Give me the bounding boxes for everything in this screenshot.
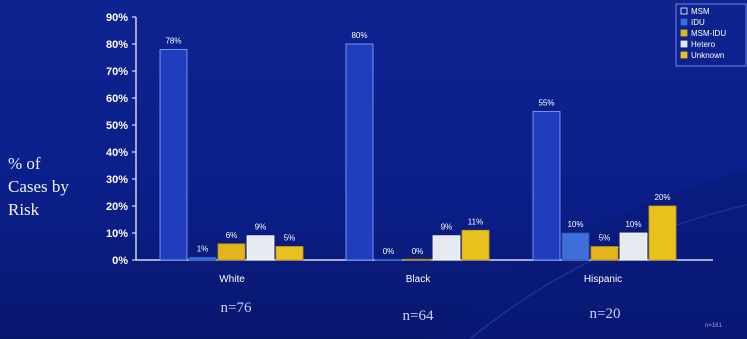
- y-tick-label: 80%: [106, 39, 128, 51]
- y-tick-label: 20%: [106, 201, 128, 213]
- x-category-label: Black: [406, 274, 431, 285]
- bar-black-msm-idu: [403, 258, 432, 261]
- y-tick-label: 0%: [112, 255, 128, 267]
- legend-entry: Hetero: [691, 40, 716, 49]
- bar-white-hetero: [246, 235, 275, 261]
- data-label: 0%: [383, 247, 395, 256]
- data-label: 1%: [197, 244, 209, 253]
- legend-entry: IDU: [691, 18, 705, 27]
- y-tick-label: 50%: [106, 120, 128, 132]
- x-category-label: Hispanic: [584, 274, 622, 285]
- data-label: 80%: [351, 31, 367, 40]
- x-axis: White n=76 Black n=64 Hispanic n=20: [219, 274, 622, 324]
- bar-hispanic-hetero: [619, 232, 648, 261]
- bar-white-unknown: [275, 246, 304, 261]
- data-label: 55%: [538, 99, 554, 108]
- bar-hispanic-msm-idu: [590, 246, 619, 261]
- y-axis: 0% 10% 20% 30% 40% 50% 60% 70% 80% 90%: [106, 12, 713, 267]
- legend-swatch: [680, 40, 688, 48]
- data-label: 78%: [165, 36, 181, 45]
- legend-swatch: [680, 29, 688, 37]
- bar-black-hetero: [432, 235, 461, 261]
- y-tick-label: 90%: [106, 12, 128, 24]
- plot-area: 78% 1% 6% 9% 5% 80% 0% 0% 9% 11% 55% 10% 5% 10% 20%: [159, 31, 677, 261]
- data-label: 9%: [255, 223, 267, 232]
- data-label: 5%: [284, 234, 296, 243]
- footnote: n=161: [705, 323, 723, 329]
- bar-hispanic-idu: [561, 232, 590, 261]
- data-label: 20%: [654, 193, 670, 202]
- bar-hispanic-msm: [532, 111, 561, 261]
- data-label: 10%: [625, 220, 641, 229]
- category-count: n=76: [221, 300, 252, 316]
- data-label: 9%: [441, 223, 453, 232]
- legend-entry: MSM: [691, 7, 710, 16]
- legend-entry: MSM-IDU: [691, 29, 726, 38]
- bar-black-unknown: [461, 229, 490, 261]
- bar-hispanic-unknown: [648, 205, 677, 261]
- legend-swatch: [680, 7, 688, 15]
- legend-swatch: [680, 18, 688, 26]
- x-category-label: White: [219, 274, 245, 285]
- y-tick-label: 10%: [106, 228, 128, 240]
- y-axis-label-line-1: % of: [8, 154, 41, 173]
- bar-white-msm: [159, 49, 188, 261]
- legend-box: [675, 3, 747, 67]
- legend-swatch: [680, 51, 688, 59]
- data-label: 5%: [599, 234, 611, 243]
- y-axis-label: % of Cases by Risk: [8, 154, 69, 219]
- data-label: 0%: [412, 247, 424, 256]
- bar-white-idu: [188, 256, 217, 261]
- y-tick-label: 60%: [106, 93, 128, 105]
- bar-black-msm: [345, 43, 374, 261]
- category-count: n=20: [590, 306, 621, 322]
- y-tick-label: 40%: [106, 147, 128, 159]
- y-axis-label-line-2: Cases by: [8, 177, 69, 196]
- category-count: n=64: [403, 308, 434, 324]
- y-tick-label: 70%: [106, 66, 128, 78]
- legend-entry: Unknown: [691, 51, 724, 60]
- y-tick-label: 30%: [106, 174, 128, 186]
- legend: MSM IDU MSM-IDU Hetero Unknown: [675, 3, 747, 67]
- data-label: 10%: [567, 220, 583, 229]
- y-axis-label-line-3: Risk: [8, 200, 40, 219]
- data-label: 6%: [226, 231, 238, 240]
- data-label: 11%: [468, 217, 483, 226]
- bar-black-idu: [374, 258, 403, 261]
- bar-white-msm-idu: [217, 243, 246, 261]
